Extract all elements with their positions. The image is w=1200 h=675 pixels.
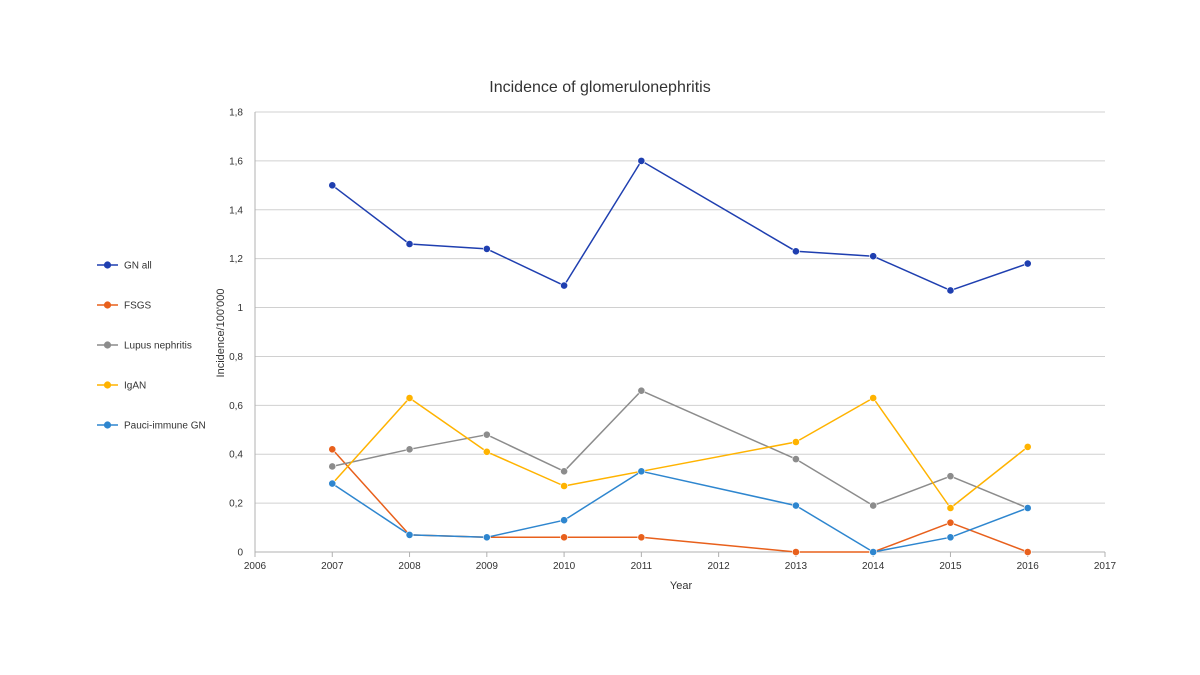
legend-marker xyxy=(103,381,112,389)
data-point-lupus-nephritis xyxy=(946,472,955,481)
data-point-pauci-immune-gn xyxy=(946,533,955,542)
axes xyxy=(254,112,1106,557)
data-point-gn-all xyxy=(1023,259,1032,268)
series-line-pauci-immune-gn xyxy=(331,470,1028,553)
data-point-pauci-immune-gn xyxy=(405,530,414,539)
legend-marker xyxy=(103,301,112,309)
data-point-lupus-nephritis xyxy=(482,430,491,439)
data-point-pauci-immune-gn xyxy=(560,516,568,525)
legend-marker xyxy=(103,341,112,349)
data-point-gn-all xyxy=(328,181,337,190)
x-tick-label: 2016 xyxy=(1017,561,1040,572)
data-point-gn-all xyxy=(946,286,955,295)
data-point-gn-all xyxy=(792,247,800,256)
data-point-pauci-immune-gn xyxy=(328,479,337,488)
series-pauci-immune-gn xyxy=(328,467,1032,556)
legend-label: IgAN xyxy=(124,381,146,392)
data-point-gn-all xyxy=(405,240,414,248)
y-tick-label: 1,4 xyxy=(229,205,243,216)
y-tick-label: 1 xyxy=(237,303,243,314)
y-tick-label: 0,8 xyxy=(229,352,243,363)
x-tick-label: 2012 xyxy=(708,561,731,572)
x-tick-label: 2007 xyxy=(321,561,344,572)
x-tick-label: 2008 xyxy=(398,561,421,572)
data-point-gn-all xyxy=(869,252,878,261)
data-point-igan xyxy=(946,504,955,512)
data-point-pauci-immune-gn xyxy=(1023,504,1032,512)
grid-lines xyxy=(255,111,1105,504)
legend-label: Lupus nephritis xyxy=(124,341,192,352)
legend-marker xyxy=(103,421,112,429)
x-tick-label: 2017 xyxy=(1094,561,1117,572)
data-point-fsgs xyxy=(792,548,800,556)
y-tick-label: 1,8 xyxy=(229,108,243,119)
legend-item-lupus-nephritis: Lupus nephritis xyxy=(97,341,192,352)
data-point-lupus-nephritis xyxy=(792,455,800,464)
data-point-igan xyxy=(1023,442,1032,451)
y-axis-label: Incidence/100'000 xyxy=(215,289,227,378)
data-point-pauci-immune-gn xyxy=(637,467,646,476)
x-tick-label: 2011 xyxy=(631,561,653,572)
data-point-fsgs xyxy=(560,533,568,542)
series-line-gn-all xyxy=(331,160,1028,292)
data-point-igan xyxy=(405,394,414,402)
chart-title: Incidence of glomerulonephritis xyxy=(489,79,710,96)
series-fsgs xyxy=(328,445,1032,556)
legend-item-pauci-immune-gn: Pauci-immune GN xyxy=(97,421,206,432)
data-point-lupus-nephritis xyxy=(637,386,646,395)
x-tick-label: 2006 xyxy=(244,561,267,572)
data-point-lupus-nephritis xyxy=(869,501,878,510)
data-point-pauci-immune-gn xyxy=(482,533,491,542)
data-point-igan xyxy=(869,394,878,402)
data-point-lupus-nephritis xyxy=(405,445,414,454)
y-tick-label: 1,2 xyxy=(229,254,243,265)
y-tick-label: 1,6 xyxy=(229,156,243,167)
x-tick-label: 2013 xyxy=(785,561,808,572)
legend: GN all FSGS Lupus nephritis IgAN Pauci-immun… xyxy=(97,261,206,432)
y-tick-label: 0 xyxy=(237,548,243,559)
legend-marker xyxy=(103,261,112,269)
data-point-fsgs xyxy=(1023,548,1032,556)
y-tick-label: 0,2 xyxy=(229,499,243,510)
y-tick-label: 0,4 xyxy=(229,450,243,461)
legend-label: GN all xyxy=(124,261,152,272)
data-point-fsgs xyxy=(328,445,337,454)
x-axis-label: Year xyxy=(670,580,693,592)
data-point-gn-all xyxy=(560,281,568,290)
data-point-lupus-nephritis xyxy=(328,462,337,471)
series-line-lupus-nephritis xyxy=(332,389,1028,509)
series-gn-all xyxy=(328,156,1032,295)
series-group xyxy=(328,156,1032,556)
data-point-fsgs xyxy=(946,518,955,527)
data-point-lupus-nephritis xyxy=(560,467,568,476)
legend-item-fsgs: FSGS xyxy=(97,301,152,312)
y-tick-labels: 0 0,2 0,4 0,6 0,8 1 1,2 1,4 1,6 1,8 xyxy=(229,108,243,559)
data-point-igan xyxy=(792,438,800,446)
legend-item-igan: IgAN xyxy=(97,381,146,392)
y-tick-label: 0,6 xyxy=(229,401,243,412)
legend-item-gn-all: GN all xyxy=(97,261,152,272)
data-point-fsgs xyxy=(637,533,646,542)
series-line-igan xyxy=(331,397,1029,509)
x-tick-label: 2010 xyxy=(553,561,576,572)
x-tick-label: 2009 xyxy=(476,561,499,572)
data-point-igan xyxy=(560,482,568,490)
x-tick-label: 2014 xyxy=(862,561,885,572)
data-point-igan xyxy=(482,447,491,456)
series-igan xyxy=(328,394,1032,512)
x-tick-labels: 2006 2007 2008 2009 2010 2011 2012 2013 2014 2015… xyxy=(244,561,1117,572)
data-point-pauci-immune-gn xyxy=(792,501,800,510)
data-point-gn-all xyxy=(637,156,646,165)
x-tick-label: 2015 xyxy=(939,561,962,572)
data-point-gn-all xyxy=(482,244,491,253)
data-point-pauci-immune-gn xyxy=(869,548,878,556)
legend-label: FSGS xyxy=(124,301,152,312)
legend-label: Pauci-immune GN xyxy=(124,421,206,432)
